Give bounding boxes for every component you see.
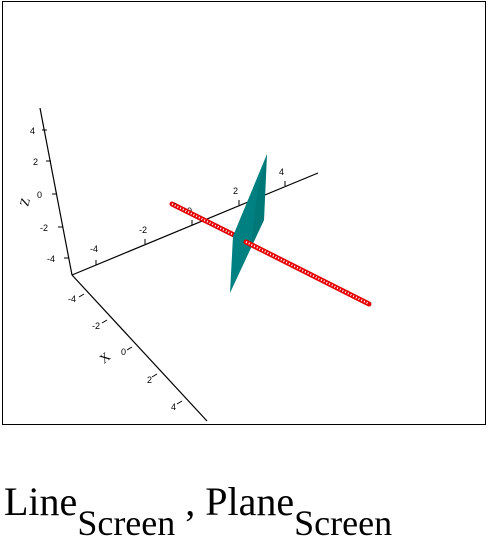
x-tick-label: 2 [147, 375, 152, 385]
z-tick-label: -4 [47, 254, 55, 264]
y-tick-label: -4 [90, 244, 98, 254]
plane-screen [230, 154, 267, 293]
y-axis-line [71, 172, 319, 276]
plane-screen-shade [250, 154, 267, 250]
z-tick-label: 4 [30, 126, 35, 136]
z-axis-ticks [42, 129, 69, 259]
caption-line-sub: Screen [77, 503, 176, 543]
x-axis-label: X [96, 348, 113, 366]
x-axis-ticks [78, 293, 183, 405]
line-screen-back-hatch [171, 203, 241, 239]
caption-plane-main: Plane [205, 479, 295, 524]
x-tick-label: 4 [171, 402, 176, 412]
3d-plot[interactable]: 4 2 0 -2 -4 Z -4 -2 0 2 4 -4 -2 0 2 4 X … [0, 0, 488, 430]
z-axis-line [39, 107, 73, 276]
line-screen-front-hatch [245, 241, 370, 305]
line-start-marker: - [174, 199, 177, 208]
z-tick-label: -2 [40, 223, 48, 233]
caption-separator: , [175, 479, 206, 524]
z-axis-label: Z [16, 196, 33, 208]
y-tick-label: -2 [139, 225, 147, 235]
caption-plane-sub: Screen [294, 503, 393, 543]
x-tick-label: 0 [121, 347, 126, 357]
x-tick-label: -4 [68, 294, 76, 304]
x-axis-line [71, 274, 208, 422]
z-tick-label: 2 [33, 157, 38, 167]
z-tick-label: 0 [37, 190, 42, 200]
y-tick-label: 2 [233, 186, 238, 196]
y-axis-ticks [95, 181, 286, 265]
y-tick-label: 4 [279, 167, 284, 177]
caption-line-main: Line [4, 479, 78, 524]
caption: LineScreen , PlaneScreen [4, 478, 392, 543]
x-tick-label: -2 [92, 321, 100, 331]
